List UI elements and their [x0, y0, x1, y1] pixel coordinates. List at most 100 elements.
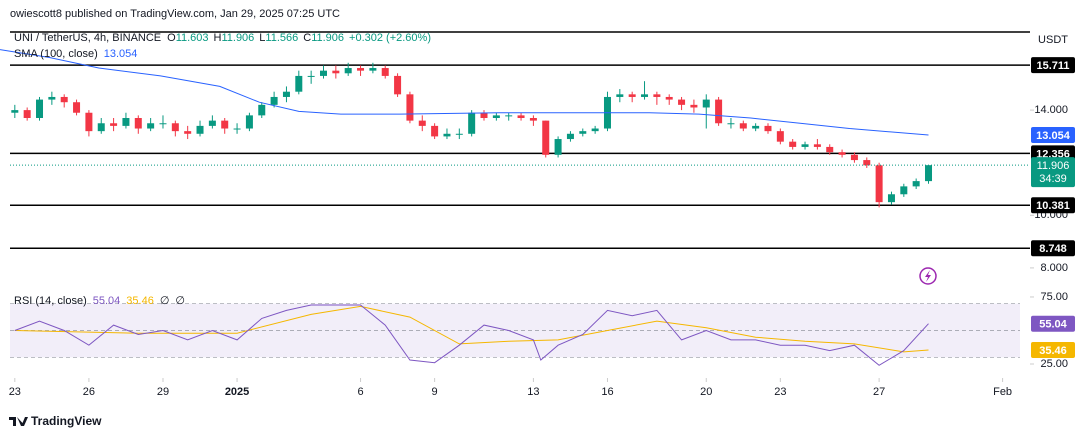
candle-body — [616, 94, 624, 97]
candle-body — [221, 120, 229, 129]
candle-body — [443, 133, 451, 137]
candle-body — [542, 120, 550, 155]
candle-body — [900, 186, 908, 195]
currency: USDT — [1038, 34, 1068, 46]
rsi-legend-value: 55.04 — [93, 295, 121, 307]
candle-body — [406, 94, 414, 121]
level-badge: 15.711 — [1036, 60, 1069, 72]
candle-body — [307, 75, 315, 77]
candle-body — [394, 75, 402, 95]
candle-body — [863, 160, 871, 166]
candle-body — [727, 123, 735, 125]
sma-line — [0, 49, 929, 136]
candle-body — [431, 125, 439, 137]
level-badge: 10.381 — [1036, 200, 1070, 212]
level-badge-bg — [1031, 197, 1075, 214]
level-badge-bg — [1031, 57, 1075, 74]
candle-body — [73, 102, 81, 113]
alert-icon — [919, 267, 937, 285]
rsi-legend: RSI (14, close) — [14, 295, 87, 307]
candle-body — [628, 94, 636, 97]
rsi-line — [14, 304, 929, 366]
rsi-tick-label: 75.00 — [1040, 291, 1068, 303]
candle-body — [690, 104, 698, 108]
candle-body — [319, 70, 327, 76]
candle-body — [566, 133, 574, 140]
candle-body — [678, 99, 686, 105]
x-tick-label: 6 — [357, 386, 363, 398]
candle-body — [813, 144, 821, 147]
candle-body — [122, 117, 130, 126]
candle-body — [97, 123, 105, 132]
ohlc-value: 11.603 — [176, 32, 209, 44]
tradingview-logo: TradingView — [9, 414, 102, 428]
x-tick-label: 23 — [774, 386, 786, 398]
candle-body — [715, 99, 723, 124]
candle-body — [591, 128, 599, 132]
candle-body — [134, 117, 142, 129]
candle-body — [789, 141, 797, 147]
level-badge: 8.748 — [1039, 243, 1067, 255]
candle-body — [875, 165, 883, 203]
candle-body — [455, 133, 463, 135]
y-tick-label: 14.000 — [1034, 104, 1068, 116]
ohlc-value: 11.906 — [311, 32, 344, 44]
rsi-ma-badge-bg — [1031, 341, 1075, 358]
ohlc-label: H — [214, 32, 222, 44]
candle-body — [887, 194, 895, 203]
candle-body — [492, 115, 500, 118]
candle-body — [468, 112, 476, 134]
sma-legend-value: 13.054 — [104, 48, 138, 60]
candle-body — [60, 96, 68, 103]
candle-body — [850, 154, 858, 161]
rsi-ma-legend-value: 35.46 — [126, 295, 154, 307]
ohlc-label: C — [303, 32, 311, 44]
sma-badge: 13.054 — [1036, 130, 1071, 142]
candle-body — [752, 125, 760, 129]
candle-body — [36, 99, 44, 118]
rsi-extra: ∅ — [160, 295, 170, 307]
candle-body — [838, 152, 846, 155]
rsi-ma-badge: 35.46 — [1039, 345, 1067, 357]
candle-body — [23, 110, 31, 118]
candle-body — [110, 123, 118, 126]
x-tick-label: 26 — [83, 386, 95, 398]
x-tick-label: 16 — [601, 386, 613, 398]
candle-body — [48, 96, 56, 100]
price-badge: 11.906 — [1037, 160, 1070, 172]
candle-body — [653, 94, 661, 97]
countdown: 34:39 — [1039, 173, 1067, 185]
x-tick-label: 13 — [527, 386, 539, 398]
candle-body — [208, 120, 216, 126]
candle-body — [739, 123, 747, 129]
rsi-extra: ∅ — [175, 295, 185, 307]
candle-body — [776, 131, 784, 142]
candle-body — [554, 139, 562, 155]
rsi-ma-line — [14, 305, 929, 353]
x-tick-label: 9 — [432, 386, 438, 398]
candle-body — [258, 104, 266, 116]
candle-body — [826, 146, 834, 153]
candle-body — [357, 68, 365, 71]
candle-body — [196, 125, 204, 134]
x-tick-label: 2025 — [225, 386, 249, 398]
x-tick-label: 20 — [700, 386, 712, 398]
candle-body — [295, 75, 303, 92]
candle-body — [665, 96, 673, 100]
rsi-badge-bg — [1031, 315, 1075, 332]
candle-body — [270, 96, 278, 105]
candle-body — [529, 117, 537, 121]
rsi-tick-label: 25.00 — [1040, 358, 1068, 370]
candle-body — [579, 131, 587, 134]
sma-legend: SMA (100, close) — [14, 48, 98, 60]
candle-body — [702, 99, 710, 108]
ohlc-value: 11.566 — [265, 32, 298, 44]
candle-body — [11, 110, 19, 113]
candle-body — [517, 115, 525, 118]
candle-body — [233, 128, 241, 130]
ohlc-value: 11.906 — [221, 32, 254, 44]
candle-body — [925, 165, 933, 182]
x-tick-label: 29 — [157, 386, 169, 398]
candle-body — [641, 94, 649, 97]
